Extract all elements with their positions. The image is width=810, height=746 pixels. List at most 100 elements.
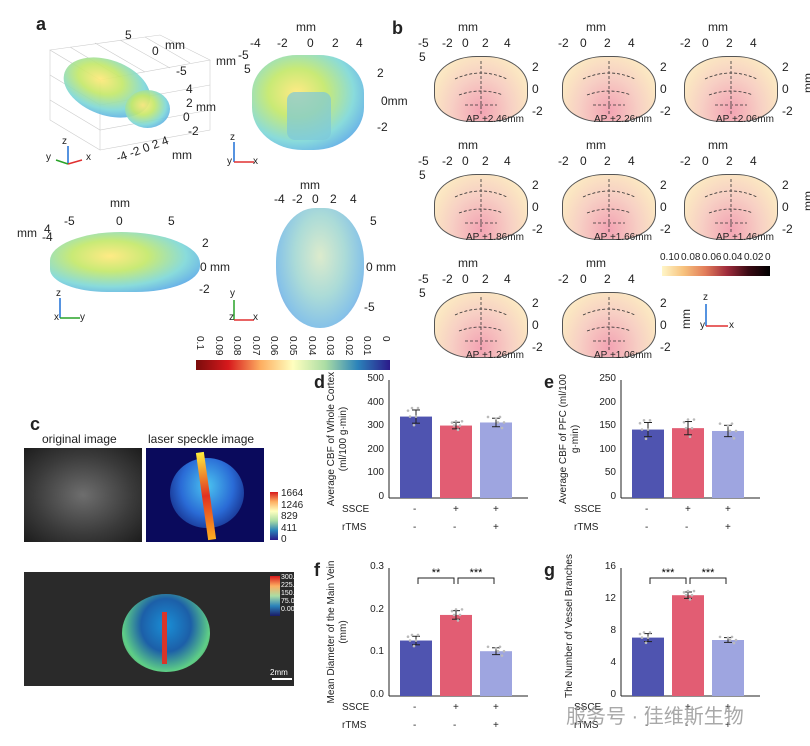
y-tick-label: 0 [610,689,616,700]
slice-unit-label: mm [458,138,478,152]
sagittal-tick-2: 5 [168,214,175,228]
y-tick-label: 0 [378,491,384,502]
data-point [416,406,420,410]
rtms-row-label: rTMS [342,522,367,533]
slice-y-tick: -2 [660,222,671,236]
slice-x-tick: -2 [680,154,691,168]
slice-x-tick: -2 [558,36,569,50]
y-tick-label: 4 [610,657,616,668]
data-point [496,421,500,424]
slice-unit-label: mm [458,20,478,34]
slice-unit-label: mm [586,20,606,34]
data-point [500,426,504,430]
slice-x-tick: 2 [726,154,733,168]
colorbar-a-tick: 0.05 [287,336,298,356]
slice-ap-label: AP +2.06mm [716,114,774,125]
slice-ap-label: AP +1.66mm [594,232,652,243]
axial-axis-y: y [230,288,235,299]
rtms-sign: - [413,522,417,533]
y-tick-label: 100 [367,467,384,479]
data-point [642,419,646,422]
colorbar-c-tick: 0 [281,534,287,545]
data-point [494,646,498,650]
data-point [500,654,504,657]
data-point [454,419,458,423]
data-point [684,593,688,597]
data-point [734,638,738,642]
data-point [458,613,462,617]
slice-outline [704,179,758,233]
sagittal-right-2: -2 [199,282,210,296]
slice-y-tick: 0 [660,318,667,332]
data-point [486,415,490,419]
data-point [648,631,652,634]
axes-triad-icon [59,298,80,319]
laser-speckle-image [146,448,264,542]
data-point [486,645,490,649]
ssce-sign: - [645,702,649,713]
slice-ap-label: AP +2.46mm [466,114,524,125]
ssce-sign: - [645,504,649,515]
slice-y-tick: -2 [660,340,671,354]
colorbar-b-tick: 0.04 [723,252,743,263]
data-point [460,419,464,423]
slice-y-tick: 2 [660,60,667,74]
data-point [730,635,734,639]
data-point [406,635,410,638]
y-tick-label: 500 [367,373,384,384]
oblique-unit-right: mm [196,100,216,114]
significance-label: *** [662,567,676,579]
slice-x-tick: -2 [558,272,569,286]
slice-x-tick: 0 [462,272,469,286]
slice-y-tick: 2 [532,296,539,310]
rtms-row-label: rTMS [574,522,599,533]
rtms-sign: + [493,522,499,533]
slice-x-tick: 2 [482,272,489,286]
oblique-tick-top-2: -5 [176,64,187,78]
brain-slice [684,174,778,240]
data-point [688,598,692,601]
sagittal-right-0: 2 [202,236,209,250]
y-tick-label: 400 [367,396,384,408]
slice-x-tick: 2 [726,36,733,50]
y-axis-label: Mean Diameter of the Main Vein (mm) [326,560,349,704]
data-point [412,423,416,427]
rtms-sign: + [725,720,731,731]
data-point [686,418,690,421]
chart-e-plot [620,380,760,499]
colorbar-a-tick: 0.09 [212,336,224,356]
slice-y-tick: -2 [660,104,671,118]
rtms-sign: - [453,720,457,731]
original-image-title: original image [42,432,117,446]
sagittal-left-0: 4 [44,222,51,236]
oblique-side-3: -2 [188,124,199,138]
axes-triad-icon [55,146,83,165]
slice-x-tick: -5 [418,154,429,168]
significance-bracket [649,577,687,584]
axial-axis-z: z [229,312,234,323]
slice-x-tick: -2 [680,36,691,50]
axial-unit-top: mm [300,178,320,192]
data-point [638,421,642,425]
bar-ssce-rtms [712,430,744,498]
slice-y-tick: 0 [532,82,539,96]
ssce-row-label: SSCE [342,504,370,515]
oblique-side-2: 0 [183,110,190,124]
slice-x-tick: 0 [580,36,587,50]
brain-axial-shape [276,208,364,328]
slice-x-tick: 4 [628,272,635,286]
slice-y-tick: 0 [532,318,539,332]
data-point [456,619,460,622]
slice-x-tick: 4 [628,154,635,168]
colorbar-c2-tick: 225. [281,582,294,589]
y-tick-label: 250 [599,373,616,384]
slice-x-tick: 0 [462,36,469,50]
data-point [640,428,644,431]
data-point [646,428,650,431]
coronal-tick-2: 0 [307,36,314,50]
y-tick-label: 200 [367,443,384,455]
brain-slice [434,56,528,122]
watermark: 服务号 · 佳维斯生物 [566,706,744,728]
significance-bracket [417,577,455,584]
data-point [416,633,420,637]
